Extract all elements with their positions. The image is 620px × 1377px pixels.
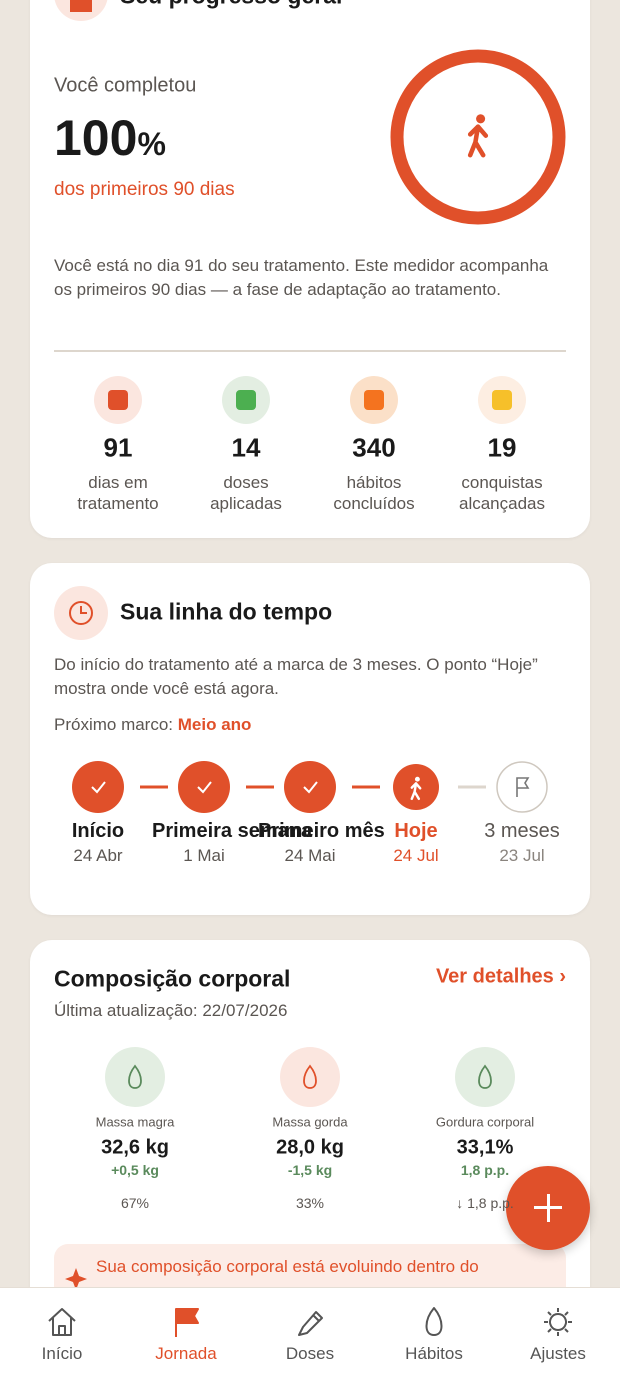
nav-label: Ajustes [530, 1344, 586, 1363]
alert-text: Sua composição corporal está evoluindo d… [96, 1257, 479, 1276]
stat-value: 340 [352, 432, 396, 463]
step: Hoje 24 Jul [360, 819, 472, 868]
step-label: Primeiro mês [258, 820, 385, 842]
intro: Você completou [54, 74, 197, 97]
step-label: Hoje [394, 820, 438, 842]
step: Primeiro mês 24 Mai [254, 819, 385, 868]
description: Do início do tratamento até a marca de 3… [54, 655, 538, 698]
nav-glyph [48, 1308, 76, 1336]
timeline-card [30, 563, 590, 915]
card-title: Seu progresso geral [120, 0, 342, 10]
step-label: Primeira semana [152, 820, 313, 842]
nav-label: Doses [285, 1344, 335, 1363]
metric-value: 32,6 kg [101, 1136, 169, 1159]
nav-item[interactable]: Hábitos [374, 1290, 494, 1374]
nav-glyph [175, 1308, 199, 1337]
step-label: Início [71, 820, 125, 842]
metric-value: 28,0 kg [276, 1136, 344, 1159]
nav-label: Jornada [155, 1344, 217, 1363]
details-link[interactable]: Ver detalhes › [435, 965, 566, 988]
subtitle: dos primeiros 90 dias [54, 179, 235, 200]
nav-icon-drop [425, 1307, 443, 1336]
nav-icon-pen [298, 1311, 323, 1336]
bar-label: ↓ 1,8 p.p. [456, 1195, 514, 1211]
stat-value: 14 [231, 432, 261, 463]
metric-value: 33,1% [456, 1136, 514, 1159]
nav-label: Início [41, 1344, 83, 1363]
percent-unit: % [137, 126, 166, 162]
step-date: 23 Jul [499, 846, 545, 865]
nav-glyph [298, 1311, 323, 1336]
metric-change: -1,5 kg [287, 1162, 333, 1178]
step-date: 1 Mai [183, 846, 225, 865]
add-button[interactable] [506, 1166, 590, 1250]
card-title: Composição corporal [54, 965, 291, 992]
metric-label: Massa gorda [272, 1114, 348, 1130]
updated: Última atualização: 22/07/2026 [54, 1001, 288, 1020]
bar-label: 33% [295, 1195, 325, 1211]
metric-label: Massa magra [95, 1114, 175, 1130]
nav-icon-flag [175, 1308, 199, 1337]
metric-label: Gordura corporal [435, 1114, 535, 1130]
stat-label: dias em tratamento [77, 473, 159, 513]
nav-item[interactable]: Início [2, 1290, 122, 1374]
step: 3 meses 23 Jul [466, 819, 578, 868]
stat-label: doses aplicadas [210, 473, 282, 513]
nav-item[interactable]: Ajustes [498, 1290, 618, 1374]
next-milestone: Próximo marco: Meio ano [54, 715, 251, 735]
step: Primeira semana 1 Mai [148, 819, 313, 868]
metric-change: 1,8 p.p. [460, 1162, 510, 1178]
stat-value: 91 [103, 432, 133, 463]
step-date: 24 Abr [73, 846, 123, 865]
nav-label: Hábitos [405, 1344, 463, 1363]
nav-item[interactable]: Doses [250, 1290, 370, 1374]
nav-glyph [544, 1308, 572, 1336]
nav-item[interactable]: Jornada [126, 1290, 246, 1374]
nav-icon-home [48, 1308, 76, 1336]
step-label: 3 meses [484, 820, 560, 842]
bottom-nav [0, 1287, 620, 1377]
step-date: 24 Jul [393, 846, 439, 865]
percent-line: 100% [54, 109, 166, 167]
card-title: Sua linha do tempo [120, 598, 333, 625]
step-date: 24 Mai [284, 846, 336, 865]
nav-icon-gear [544, 1308, 572, 1336]
nav-glyph [425, 1307, 443, 1336]
stat-label: hábitos concluídos [333, 473, 415, 513]
stat-label: conquistas alcançadas [458, 473, 545, 513]
plus-v [546, 1194, 550, 1222]
next-label: Próximo marco: [54, 715, 174, 734]
stat-value: 19 [487, 432, 517, 463]
bar-label: 67% [120, 1195, 150, 1211]
divider [54, 350, 566, 352]
percent: 100 [54, 110, 138, 166]
description: Você está no dia 91 do seu tratamento. E… [54, 256, 549, 299]
step: Início 24 Abr [42, 819, 154, 868]
metric-change: +0,5 kg [111, 1162, 159, 1178]
next-value: Meio ano [177, 715, 252, 734]
